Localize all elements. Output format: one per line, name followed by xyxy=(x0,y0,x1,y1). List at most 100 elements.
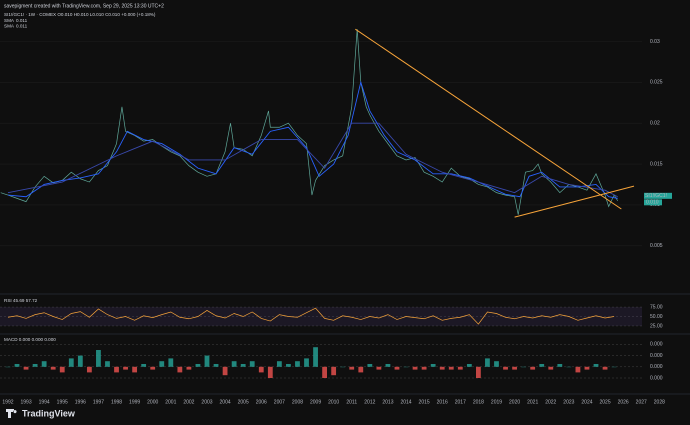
x-tick-label: 2013 xyxy=(382,399,393,405)
x-tick-label: 2023 xyxy=(563,399,574,405)
legend-name: SMA xyxy=(4,24,15,29)
author-line: savepigment created with TradingView.com… xyxy=(4,3,164,9)
y-tick-label: 0.03 xyxy=(650,39,660,45)
macd-bar xyxy=(150,366,156,370)
x-tick-label: 2014 xyxy=(400,399,411,405)
x-tick-label: 2004 xyxy=(220,399,231,405)
macd-bar xyxy=(593,364,599,367)
macd-bar xyxy=(213,364,219,367)
macd-bar xyxy=(96,350,101,367)
macd-bar xyxy=(530,366,536,370)
x-tick-label: 2025 xyxy=(599,399,610,405)
macd-bar xyxy=(23,366,29,370)
x-tick-label: 1999 xyxy=(129,399,140,405)
x-tick-label: 1996 xyxy=(75,399,86,405)
macd-bar xyxy=(448,366,454,370)
macd-bar xyxy=(41,361,47,367)
macd-bar xyxy=(485,358,490,367)
macd-bar xyxy=(68,358,74,367)
macd-bar xyxy=(412,366,418,370)
rsi-legend: RSI 45.69 57.72 xyxy=(4,298,38,303)
macd-legend: MACD 0.000 0.000 0.000 xyxy=(4,337,56,342)
macd-bar xyxy=(539,364,545,367)
x-tick-label: 1997 xyxy=(93,399,104,405)
macd-bar xyxy=(313,347,318,367)
series-line xyxy=(7,122,618,198)
legend-value: 0.011 xyxy=(16,18,28,23)
x-tick-label: 2020 xyxy=(509,399,520,405)
x-tick-label: 2011 xyxy=(346,399,357,405)
macd-bar xyxy=(32,364,38,367)
x-tick-label: 1995 xyxy=(57,399,68,405)
x-tick-label: 2017 xyxy=(455,399,466,405)
macd-bar xyxy=(240,364,246,367)
macd-bar xyxy=(602,366,608,370)
y-tick-label: 0.02 xyxy=(650,121,660,127)
macd-bar xyxy=(376,366,382,370)
y-tick-label: 25.00 xyxy=(650,323,663,329)
x-tick-label: 1992 xyxy=(2,399,13,405)
x-tick-label: 2008 xyxy=(292,399,303,405)
x-tick-label: 2002 xyxy=(183,399,194,405)
last-price-tag xyxy=(644,199,662,206)
macd-bar xyxy=(358,366,364,373)
macd-bar xyxy=(304,358,309,367)
y-tick-label: 50.00 xyxy=(650,314,663,320)
x-tick-label: 2010 xyxy=(328,399,339,405)
macd-bar xyxy=(286,364,291,367)
macd-bar xyxy=(141,364,147,367)
macd-bar xyxy=(322,366,328,378)
macd-bar xyxy=(86,366,92,373)
macd-bar xyxy=(267,366,273,378)
macd-bar xyxy=(575,366,581,373)
macd-bar xyxy=(457,366,463,370)
y-tick-label: 0.000 xyxy=(650,364,663,370)
series-line xyxy=(7,80,618,199)
x-tick-label: 2016 xyxy=(437,399,448,405)
macd-bar xyxy=(385,364,391,367)
trend-line xyxy=(355,28,622,210)
x-tick-label: 2022 xyxy=(545,399,556,405)
macd-bar xyxy=(512,366,517,370)
y-tick-label: 0.000 xyxy=(650,353,663,359)
macd-bar xyxy=(503,366,508,370)
macd-bar xyxy=(258,366,264,373)
macd-bar xyxy=(59,366,65,373)
price-line xyxy=(7,307,615,325)
y-tick-label: 0.000 xyxy=(650,342,663,348)
x-tick-label: 2018 xyxy=(473,399,484,405)
x-tick-label: 1994 xyxy=(39,399,50,405)
x-tick-label: 2028 xyxy=(654,399,665,405)
macd-bar xyxy=(132,366,138,373)
macd-bar xyxy=(430,364,436,367)
y-tick-label: 0.005 xyxy=(650,243,663,249)
macd-bar xyxy=(114,366,119,373)
x-tick-label: 2001 xyxy=(165,399,176,405)
logo-icon xyxy=(6,409,17,418)
macd-bar xyxy=(367,364,373,367)
x-tick-label: 2021 xyxy=(527,399,538,405)
x-tick-label: 2012 xyxy=(364,399,375,405)
macd-bar xyxy=(548,366,554,370)
x-tick-label: 2027 xyxy=(636,399,647,405)
macd-bar xyxy=(439,366,445,370)
legend-name: SMA xyxy=(4,18,15,23)
symbol-legend: SI1!/GC1! · 1W · COMEX O0.010 H0.010 L0.… xyxy=(4,12,156,17)
macd-bar xyxy=(421,366,427,370)
x-tick-label: 1998 xyxy=(111,399,122,405)
x-tick-label: 1993 xyxy=(20,399,31,405)
x-tick-label: 2003 xyxy=(201,399,212,405)
macd-bar xyxy=(177,366,183,373)
macd-bar xyxy=(50,366,56,370)
y-tick-label: 0.000 xyxy=(650,375,663,381)
x-tick-label: 2000 xyxy=(147,399,158,405)
last-price-label: 0.010 xyxy=(646,200,659,206)
y-tick-label: 0.015 xyxy=(650,161,663,167)
macd-bar xyxy=(276,361,282,367)
macd-bar xyxy=(349,366,355,370)
macd-bar xyxy=(331,366,337,376)
macd-bar xyxy=(466,364,472,367)
macd-bar xyxy=(123,366,128,370)
x-tick-label: 2009 xyxy=(310,399,321,405)
